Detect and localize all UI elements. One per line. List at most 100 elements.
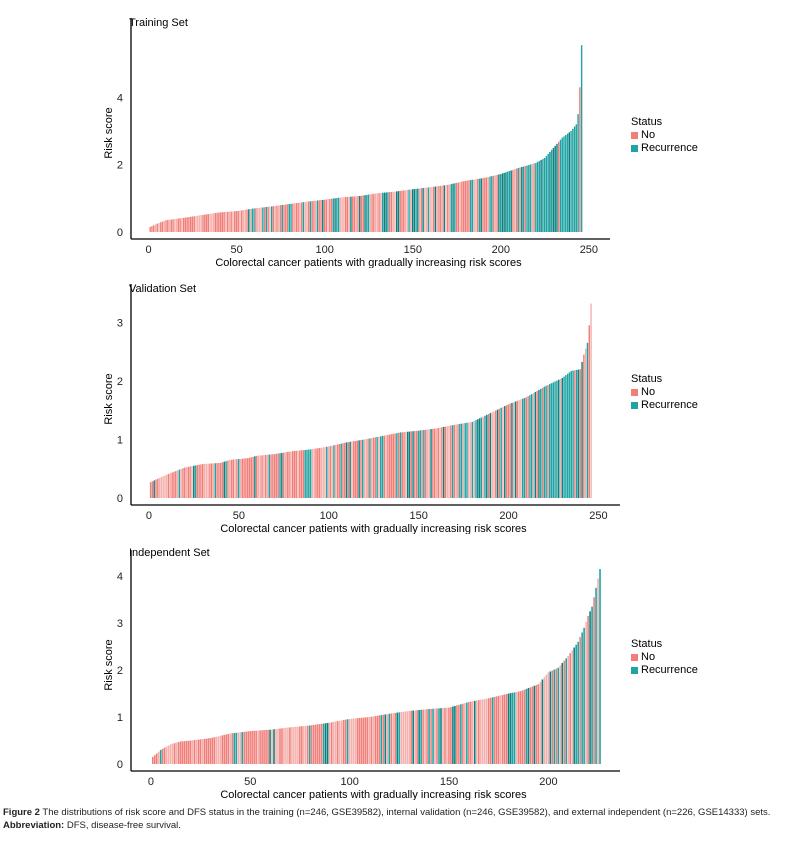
bar — [436, 708, 438, 764]
bar — [229, 733, 232, 764]
bar — [223, 734, 226, 764]
bar — [519, 167, 521, 232]
bar — [487, 698, 490, 764]
bar — [279, 205, 282, 232]
bar — [306, 449, 308, 498]
bar — [325, 199, 327, 232]
bar — [307, 725, 309, 764]
bar — [498, 174, 500, 232]
bar — [573, 126, 576, 232]
bar — [553, 669, 556, 764]
bar — [565, 135, 567, 232]
bar — [261, 730, 263, 764]
bar — [286, 452, 288, 498]
chart-title: Training Set — [129, 17, 188, 29]
bar — [583, 627, 585, 764]
bar — [218, 212, 220, 232]
bar — [572, 128, 574, 232]
bar — [379, 436, 382, 498]
bar — [565, 658, 568, 764]
legend-swatch-no — [631, 654, 638, 661]
bar — [460, 423, 463, 498]
bar — [313, 448, 315, 498]
y-tick-label: 2 — [117, 665, 123, 677]
bar — [175, 471, 177, 498]
bar — [212, 463, 215, 498]
bar — [479, 699, 482, 764]
bar — [547, 385, 549, 498]
bar — [473, 179, 475, 232]
bar — [599, 569, 601, 764]
x-tick-label: 150 — [409, 510, 427, 522]
bar — [293, 450, 296, 498]
bar — [559, 139, 562, 232]
bar — [505, 172, 507, 232]
bar — [243, 458, 245, 498]
bar — [284, 452, 287, 498]
bar — [332, 721, 335, 764]
bar — [181, 741, 184, 764]
bar — [227, 460, 229, 498]
bar — [468, 180, 470, 232]
bar — [315, 200, 317, 232]
bar — [218, 462, 220, 498]
bar — [322, 723, 325, 764]
bar — [555, 668, 558, 764]
legend-label-no: No — [641, 386, 656, 398]
bar — [354, 440, 357, 498]
bar — [207, 463, 209, 498]
bar — [529, 687, 532, 764]
bar — [557, 667, 560, 764]
bar — [311, 449, 314, 498]
bar — [473, 700, 476, 764]
bar — [293, 726, 295, 764]
bar — [400, 712, 403, 764]
bar — [511, 402, 513, 498]
bar — [151, 226, 153, 232]
bar — [413, 189, 416, 232]
bar — [255, 730, 257, 764]
bar — [392, 433, 395, 498]
bar — [254, 456, 256, 498]
bar — [369, 438, 371, 498]
bar — [270, 206, 273, 232]
bar — [554, 145, 556, 232]
bar — [356, 440, 359, 498]
bar — [263, 455, 265, 498]
caption-main: Figure 2 The distributions of risk score… — [3, 806, 799, 819]
bar — [149, 226, 151, 232]
bar — [235, 211, 238, 232]
bar — [344, 442, 346, 498]
bar — [414, 431, 416, 498]
bar — [266, 454, 269, 498]
bar — [392, 713, 395, 764]
bar — [390, 713, 393, 764]
bar — [436, 186, 438, 232]
bar — [333, 445, 335, 498]
bar — [326, 446, 328, 498]
bar — [160, 477, 163, 498]
bar — [570, 131, 572, 232]
bar — [399, 432, 402, 498]
bar — [472, 701, 474, 764]
bar — [491, 697, 494, 764]
bar — [371, 194, 373, 232]
bar — [205, 214, 208, 232]
bar — [517, 691, 520, 764]
x-tick-label: 200 — [539, 776, 557, 788]
bar — [346, 196, 349, 232]
bar — [477, 700, 480, 764]
bar — [529, 395, 531, 498]
bar — [185, 467, 188, 498]
bar — [399, 190, 401, 232]
x-tick-label: 50 — [231, 244, 243, 256]
bar — [318, 447, 321, 498]
bar — [561, 137, 563, 232]
bar — [430, 708, 432, 764]
bar — [309, 725, 311, 764]
bar — [267, 206, 269, 232]
bar — [219, 212, 222, 232]
bar — [297, 450, 299, 498]
bar — [514, 169, 516, 232]
bar — [558, 141, 560, 232]
